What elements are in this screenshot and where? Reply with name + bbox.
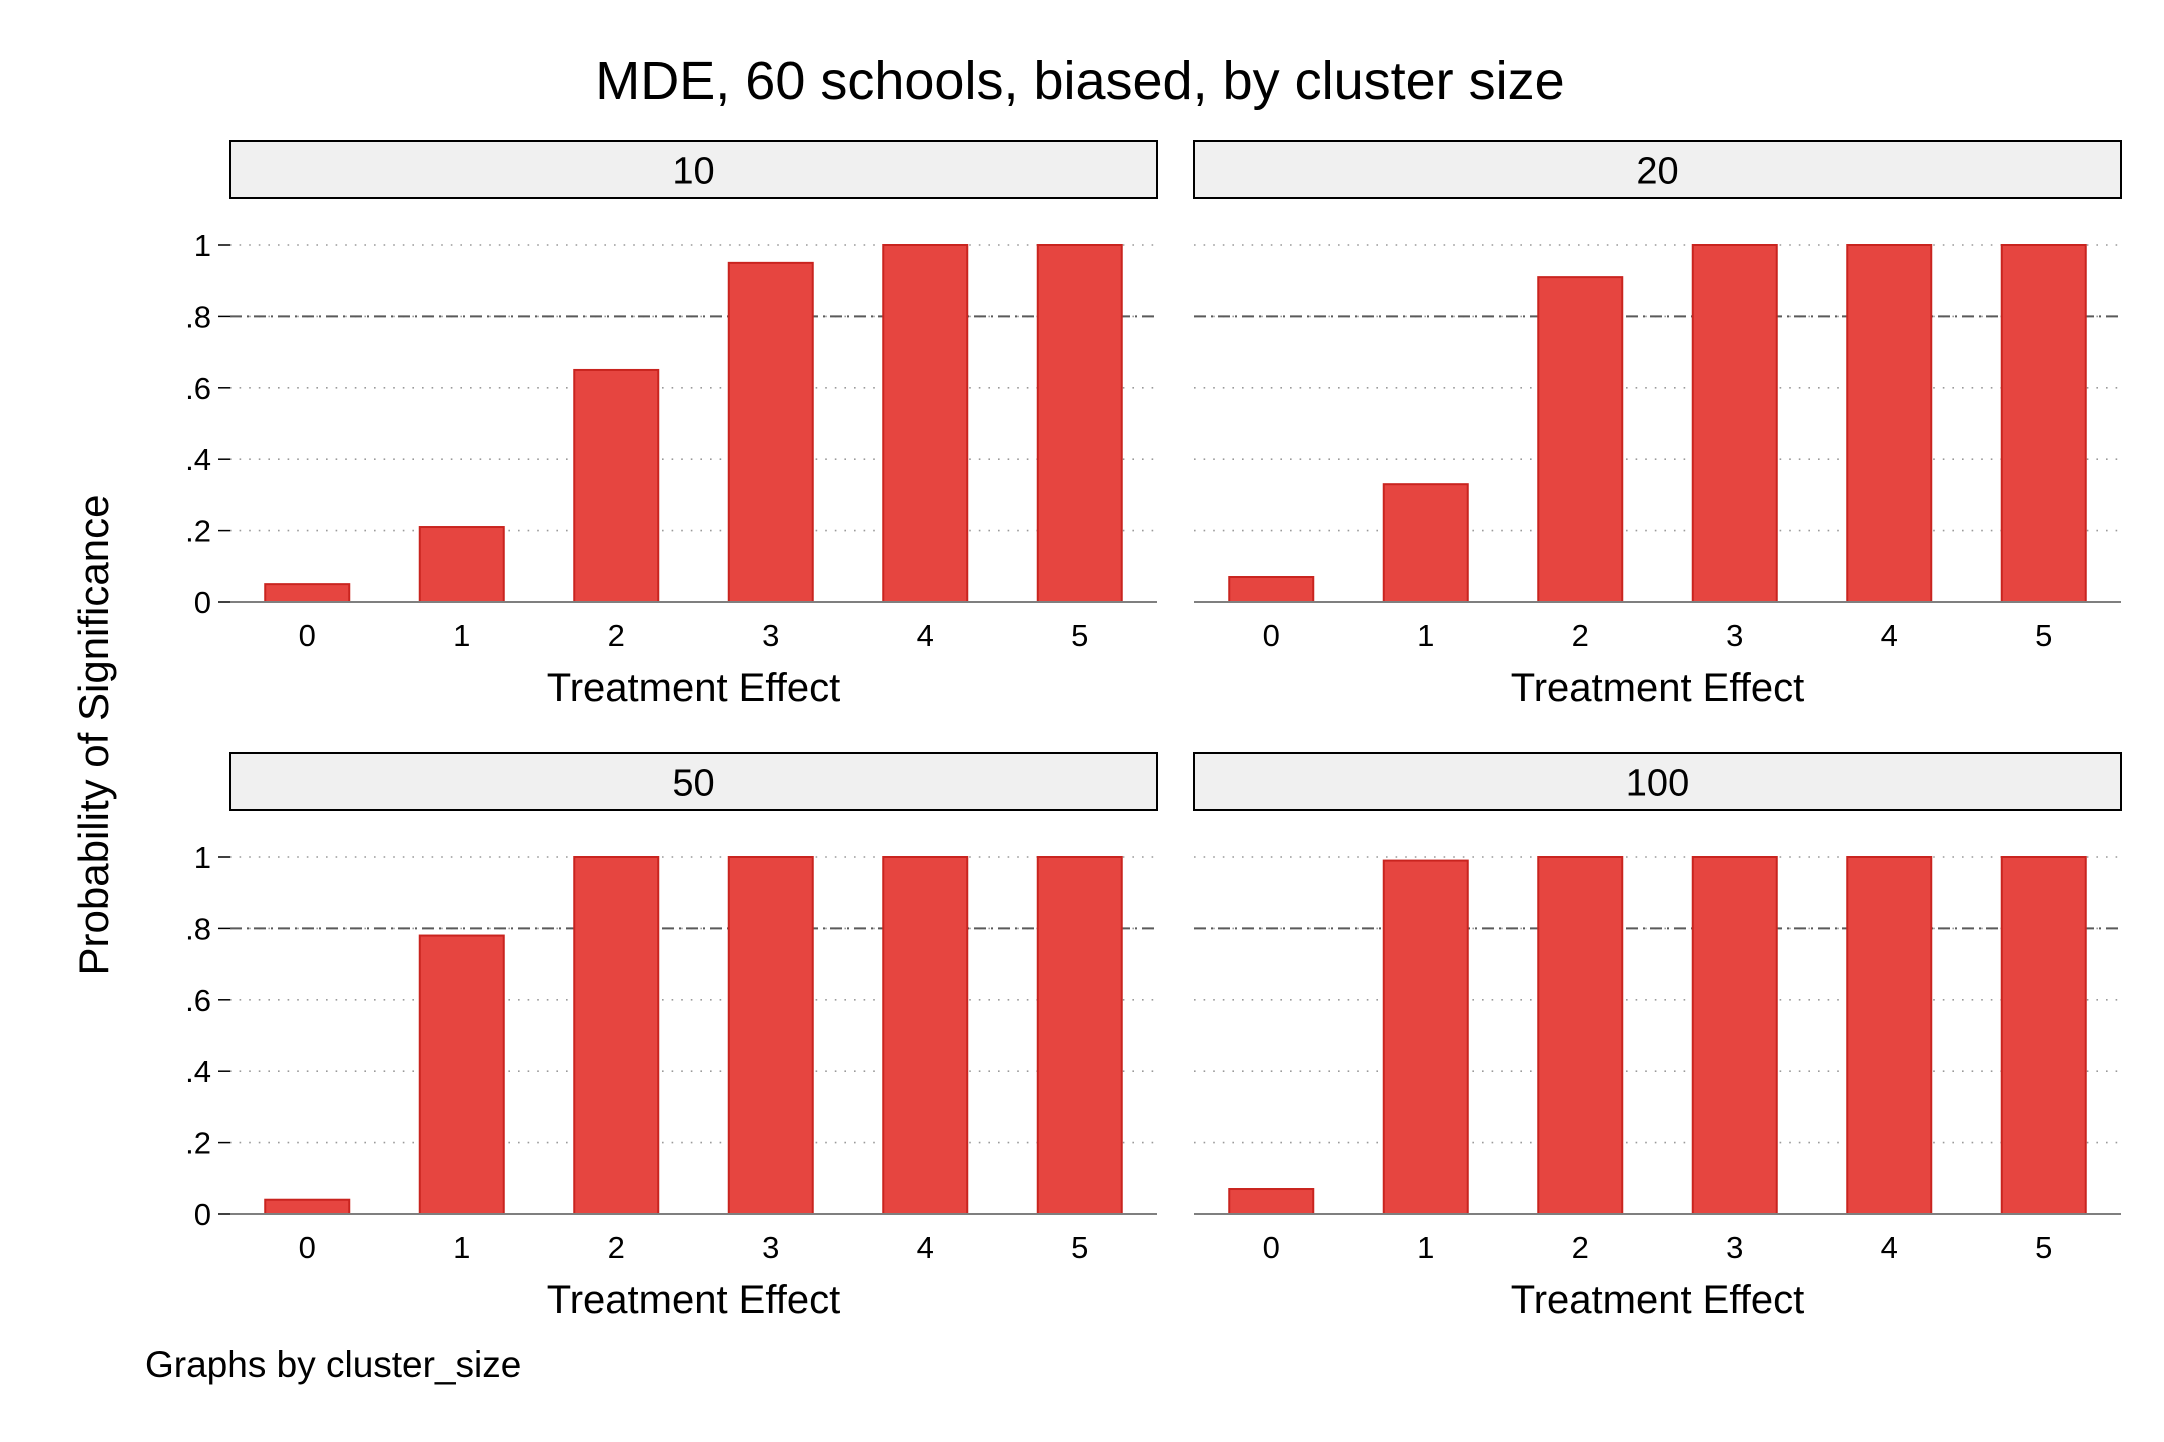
bar	[264, 583, 351, 604]
x-tick-label: 5	[1071, 1230, 1088, 1265]
y-tick-label: 1	[194, 228, 211, 263]
panel-50: 50 0 .2 .4 .6 .8 1 0 1 2 3 4 5 Treatment Effect	[185, 752, 1158, 1322]
x-axis-label: Treatment Effect	[1511, 666, 1804, 710]
y-tick-label: .6	[185, 983, 211, 1018]
panel-strip	[229, 752, 1158, 811]
panel-strip	[1193, 140, 2122, 199]
y-tick-label: .6	[185, 371, 211, 406]
x-tick-label: 3	[1726, 1230, 1743, 1265]
bar	[1036, 856, 1123, 1215]
bar	[1382, 859, 1469, 1215]
x-tick-label: 5	[1071, 618, 1088, 653]
x-tick-label: 1	[453, 1230, 470, 1265]
bar	[2000, 244, 2087, 603]
panel-strip-label: 100	[1626, 763, 1689, 805]
y-tick-label: 1	[194, 840, 211, 875]
y-tick-label: .8	[185, 299, 211, 334]
x-tick-label: 0	[299, 618, 316, 653]
x-tick-label: 3	[762, 1230, 779, 1265]
bar	[882, 856, 969, 1215]
panel-strip-label: 10	[672, 151, 714, 193]
x-tick-label: 2	[1572, 618, 1589, 653]
panel-strip-label: 50	[672, 763, 714, 805]
x-tick-label: 3	[1726, 618, 1743, 653]
bar	[1846, 856, 1933, 1215]
panel-strip	[1193, 752, 2122, 811]
y-tick-label: .2	[185, 514, 211, 549]
x-axis-label: Treatment Effect	[547, 1278, 840, 1322]
x-axis-label: Treatment Effect	[547, 666, 840, 710]
bar	[1691, 856, 1778, 1215]
bar	[1228, 576, 1315, 604]
x-tick-label: 5	[2035, 618, 2052, 653]
graphs-by-note: Graphs by cluster_size	[145, 1344, 521, 1385]
bar	[882, 244, 969, 603]
x-tick-label: 2	[608, 618, 625, 653]
y-tick-label: 0	[194, 585, 211, 620]
x-tick-label: 2	[1572, 1230, 1589, 1265]
bar	[727, 261, 814, 603]
bar	[1691, 244, 1778, 603]
bar	[1228, 1188, 1315, 1216]
bar	[2000, 856, 2087, 1215]
x-axis-label: Treatment Effect	[1511, 1278, 1804, 1322]
x-tick-label: 0	[1263, 618, 1280, 653]
y-tick-label: 0	[194, 1197, 211, 1232]
x-tick-label: 1	[453, 618, 470, 653]
bar	[573, 368, 660, 604]
panel-strip	[229, 140, 1158, 199]
bar	[418, 526, 505, 604]
chart-title: MDE, 60 schools, biased, by cluster size	[595, 51, 1564, 111]
bar	[1537, 276, 1624, 603]
bar	[1537, 856, 1624, 1215]
x-tick-label: 4	[917, 1230, 934, 1265]
y-tick-label: .4	[185, 442, 211, 477]
panel-strip-label: 20	[1636, 151, 1678, 193]
y-tick-label: .2	[185, 1126, 211, 1161]
panel-100: 100 0 1 2 3 4 5 Treatment Effect	[1193, 752, 2122, 1322]
y-tick-label: .4	[185, 1054, 211, 1089]
bar	[1846, 244, 1933, 603]
x-tick-label: 0	[1263, 1230, 1280, 1265]
x-tick-label: 2	[608, 1230, 625, 1265]
bar	[1382, 483, 1469, 603]
bar	[727, 856, 814, 1215]
x-tick-label: 1	[1417, 1230, 1434, 1265]
x-tick-label: 1	[1417, 618, 1434, 653]
x-tick-label: 5	[2035, 1230, 2052, 1265]
y-axis-label: Probability of Significance	[70, 495, 117, 976]
bar	[418, 934, 505, 1215]
y-tick-label: .8	[185, 911, 211, 946]
panel-20: 20 0 1 2 3 4 5 Treatment Effect	[1193, 140, 2122, 710]
bar	[573, 856, 660, 1215]
x-tick-label: 4	[917, 618, 934, 653]
bar	[264, 1198, 351, 1215]
x-tick-label: 0	[299, 1230, 316, 1265]
x-tick-label: 4	[1881, 1230, 1898, 1265]
x-tick-label: 3	[762, 618, 779, 653]
x-tick-label: 4	[1881, 618, 1898, 653]
bar	[1036, 244, 1123, 603]
